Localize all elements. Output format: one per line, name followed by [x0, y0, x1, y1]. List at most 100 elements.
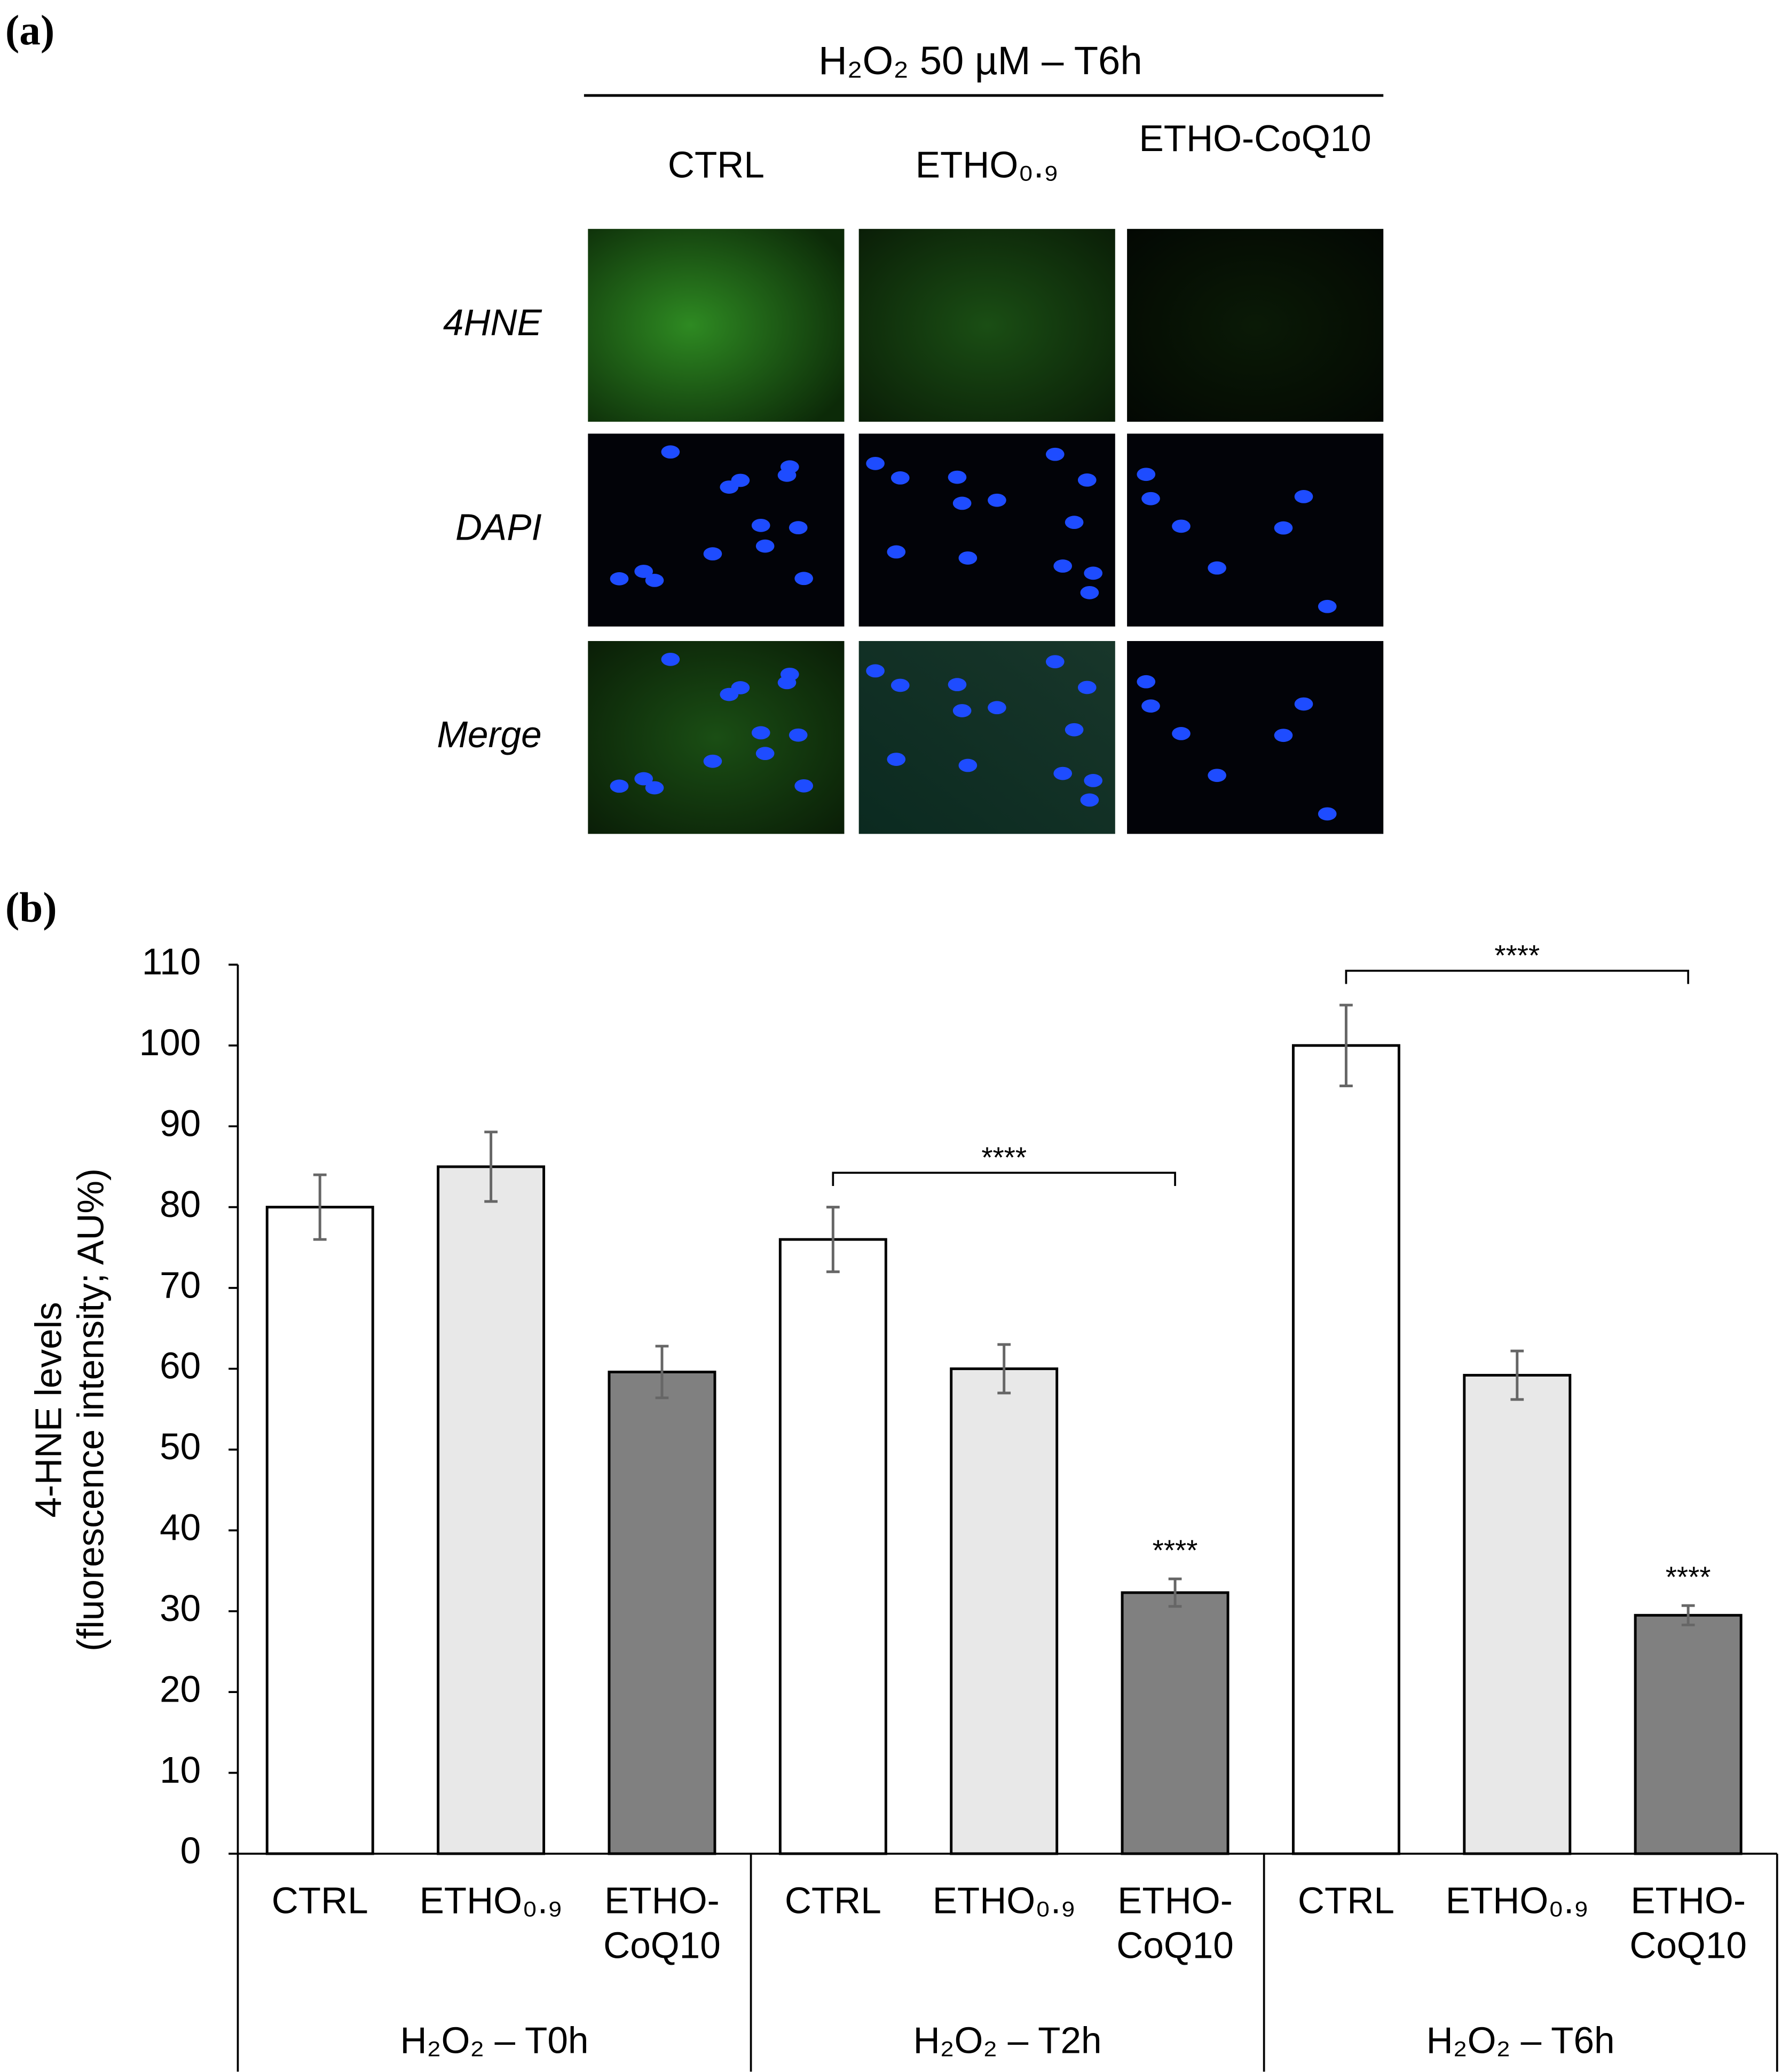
- significance-label: ****: [1153, 1534, 1198, 1567]
- category-label-box: ETHO₀.₉: [932, 1880, 1076, 1921]
- significance-label: ****: [981, 1141, 1027, 1174]
- y-tick-label: 60: [160, 1345, 201, 1387]
- category-label-box: ETHO-CoQ10: [1116, 1880, 1234, 1965]
- nucleus: [1294, 697, 1313, 711]
- bar: [437, 1165, 546, 1855]
- nucleus: [780, 667, 799, 681]
- bar: [608, 1371, 716, 1855]
- micrograph: [1127, 228, 1384, 422]
- y-tick-label: 40: [160, 1507, 201, 1548]
- error-bar: [1510, 1349, 1524, 1401]
- error-bar: [997, 1343, 1011, 1395]
- nucleus: [780, 460, 799, 474]
- error-bar: [313, 1173, 327, 1241]
- column-label-box: CTRL: [668, 144, 765, 185]
- y-tick-label: 110: [142, 941, 201, 983]
- panel-label: (a): [5, 7, 54, 54]
- row-label: 4HNE: [443, 302, 542, 343]
- error-bar: [826, 1206, 840, 1274]
- significance-label: ****: [1666, 1561, 1711, 1593]
- nucleus: [661, 652, 680, 666]
- nucleus: [1172, 727, 1191, 740]
- category-label-box: ETHO₀.₉: [420, 1880, 563, 1921]
- micrograph: [588, 228, 845, 422]
- category-label-box: ETHO-CoQ10: [603, 1880, 721, 1966]
- nucleus: [958, 551, 978, 565]
- bar: [265, 1206, 374, 1855]
- nucleus: [1274, 521, 1293, 535]
- nucleus: [1053, 766, 1073, 780]
- row-label: Merge: [437, 714, 541, 755]
- nucleus: [948, 678, 967, 692]
- y-tick-label: 0: [180, 1830, 201, 1871]
- nucleus: [703, 754, 722, 768]
- nucleus: [1141, 699, 1160, 713]
- category-label-box: ETHO₀.₉: [1445, 1880, 1589, 1921]
- nucleus: [1208, 769, 1226, 782]
- bar: [1463, 1374, 1572, 1855]
- nucleus: [1080, 586, 1099, 599]
- nucleus: [751, 726, 770, 740]
- category-label: ETHO-CoQ10: [603, 1880, 721, 1966]
- nucleus: [720, 480, 739, 494]
- treatment-title: H₂O₂ 50 µM – T6h: [818, 38, 1142, 83]
- nucleus: [703, 547, 722, 561]
- nucleus: [988, 701, 1006, 715]
- nucleus: [866, 664, 885, 678]
- category-label-box: CTRL: [1298, 1880, 1394, 1921]
- y-axis-label: 4-HNE levels(fluorescence intensity; AU%…: [28, 1168, 112, 1651]
- y-axis-label-line: 4-HNE levels: [28, 1302, 69, 1517]
- nucleus: [1045, 655, 1065, 669]
- nucleus: [988, 493, 1006, 507]
- error-bar: [655, 1345, 669, 1399]
- nucleus: [1294, 490, 1313, 503]
- y-tick-label: 20: [160, 1668, 201, 1710]
- nucleus: [1053, 559, 1073, 573]
- column-label-box: ETHO₀.₉: [915, 144, 1059, 186]
- nucleus: [1077, 473, 1097, 487]
- nucleus: [890, 471, 910, 485]
- category-label: ETHO-CoQ10: [1629, 1880, 1747, 1966]
- category-label: ETHO₀.₉: [932, 1880, 1076, 1921]
- group-label-box: H₂O₂ – T2h: [913, 2020, 1102, 2061]
- nucleus: [634, 772, 653, 786]
- bar: [1291, 1044, 1400, 1855]
- nucleus: [948, 470, 967, 484]
- nucleus: [755, 539, 775, 553]
- nucleus: [634, 565, 653, 578]
- nucleus: [789, 728, 808, 742]
- y-tick-label: 70: [160, 1264, 201, 1306]
- error-bar: [484, 1130, 498, 1203]
- category-label: CTRL: [784, 1880, 881, 1921]
- significance-label: ****: [1494, 939, 1540, 971]
- nucleus: [645, 781, 664, 795]
- nucleus: [1172, 519, 1191, 533]
- significance-bracket: [1345, 969, 1689, 984]
- nucleus: [794, 572, 813, 586]
- nucleus: [1137, 468, 1156, 481]
- category-label: ETHO₀.₉: [1445, 1880, 1589, 1921]
- nucleus: [720, 687, 739, 701]
- nucleus: [661, 445, 680, 459]
- y-tick-label: 10: [160, 1749, 201, 1791]
- column-label: ETHO₀.₉: [915, 144, 1059, 186]
- error-bar: [1681, 1604, 1695, 1626]
- micrograph: [1127, 641, 1384, 834]
- nucleus: [1045, 447, 1065, 461]
- y-tick-label: 80: [160, 1183, 201, 1225]
- y-tick-label: 100: [139, 1022, 201, 1063]
- nucleus: [1318, 599, 1337, 613]
- nucleus: [866, 456, 885, 470]
- nucleus: [610, 779, 629, 793]
- group-label: H₂O₂ – T6h: [1426, 2020, 1615, 2061]
- column-label: ETHO-CoQ10: [1139, 117, 1372, 159]
- nucleus: [1080, 793, 1099, 807]
- group-label: H₂O₂ – T2h: [913, 2020, 1102, 2061]
- nucleus: [1077, 681, 1097, 694]
- bar: [1634, 1614, 1743, 1855]
- nucleus: [890, 678, 910, 692]
- group-label-box: H₂O₂ – T6h: [1426, 2020, 1615, 2061]
- bar: [1121, 1591, 1230, 1855]
- bar: [950, 1367, 1059, 1855]
